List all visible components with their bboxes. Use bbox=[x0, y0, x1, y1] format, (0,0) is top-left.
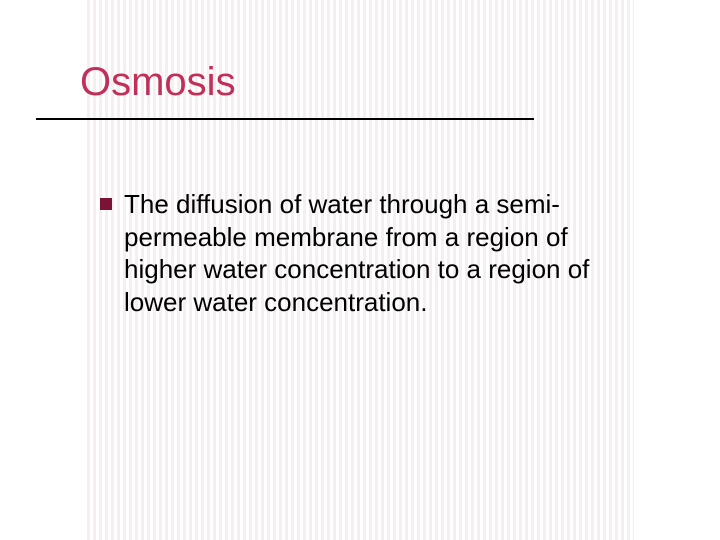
background-mask-left bbox=[0, 0, 86, 540]
square-bullet-icon bbox=[100, 198, 112, 210]
body-text: The diffusion of water through a semi-pe… bbox=[124, 188, 640, 318]
background-mask-right bbox=[634, 0, 720, 540]
title-underline bbox=[36, 118, 534, 120]
body-block: The diffusion of water through a semi-pe… bbox=[100, 188, 640, 318]
slide: Osmosis The diffusion of water through a… bbox=[0, 0, 720, 540]
slide-title: Osmosis bbox=[80, 60, 236, 105]
